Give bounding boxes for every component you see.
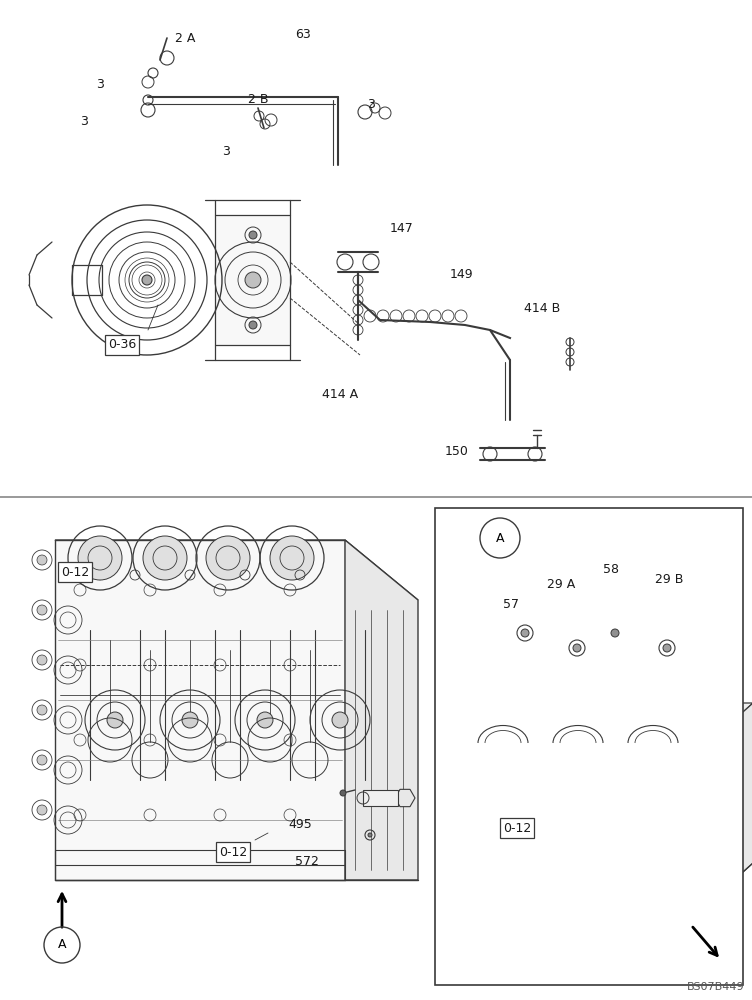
Text: 0-12: 0-12: [219, 846, 247, 858]
Circle shape: [37, 805, 47, 815]
Circle shape: [182, 712, 198, 728]
Text: 149: 149: [450, 268, 474, 281]
Circle shape: [573, 644, 581, 652]
Text: A: A: [496, 532, 505, 544]
Text: 3: 3: [80, 115, 88, 128]
Polygon shape: [345, 540, 418, 880]
Circle shape: [611, 629, 619, 637]
Text: 150: 150: [445, 445, 469, 458]
Text: 3: 3: [222, 145, 230, 158]
Text: 3: 3: [96, 78, 104, 91]
Circle shape: [37, 655, 47, 665]
Circle shape: [270, 536, 314, 580]
Text: 3: 3: [367, 98, 375, 111]
Circle shape: [143, 536, 187, 580]
Text: BS07B449: BS07B449: [687, 982, 744, 992]
Circle shape: [142, 275, 152, 285]
Polygon shape: [463, 748, 703, 908]
Circle shape: [332, 712, 348, 728]
Text: 63: 63: [295, 28, 311, 41]
Text: 58: 58: [603, 563, 619, 576]
Polygon shape: [55, 540, 418, 600]
Polygon shape: [463, 703, 752, 748]
Bar: [435, 508, 743, 985]
Text: 0-36: 0-36: [108, 338, 136, 352]
Polygon shape: [215, 215, 290, 345]
Circle shape: [663, 644, 671, 652]
Circle shape: [368, 833, 372, 837]
Text: 2 B: 2 B: [248, 93, 268, 106]
Text: 2 A: 2 A: [175, 32, 196, 45]
Text: 0-12: 0-12: [61, 566, 89, 578]
Circle shape: [257, 712, 273, 728]
Text: 414 B: 414 B: [524, 302, 560, 315]
Circle shape: [206, 536, 250, 580]
Circle shape: [521, 629, 529, 637]
Circle shape: [37, 705, 47, 715]
Circle shape: [340, 790, 346, 796]
Polygon shape: [605, 626, 625, 640]
Text: 57: 57: [503, 598, 519, 611]
Circle shape: [249, 321, 257, 329]
Circle shape: [249, 231, 257, 239]
Polygon shape: [395, 789, 415, 807]
Circle shape: [107, 712, 123, 728]
Circle shape: [78, 536, 122, 580]
Text: 0-12: 0-12: [503, 822, 531, 834]
Circle shape: [37, 605, 47, 615]
Circle shape: [37, 755, 47, 765]
Text: 572: 572: [295, 855, 319, 868]
Polygon shape: [55, 540, 345, 880]
Text: 29 B: 29 B: [655, 573, 684, 586]
Circle shape: [37, 555, 47, 565]
Text: 29 A: 29 A: [547, 578, 575, 591]
Bar: [363, 790, 398, 806]
Polygon shape: [703, 703, 752, 908]
Text: 414 A: 414 A: [322, 388, 358, 401]
Circle shape: [245, 272, 261, 288]
Text: 495: 495: [288, 818, 312, 831]
Text: 147: 147: [390, 222, 414, 235]
Text: A: A: [58, 938, 66, 952]
